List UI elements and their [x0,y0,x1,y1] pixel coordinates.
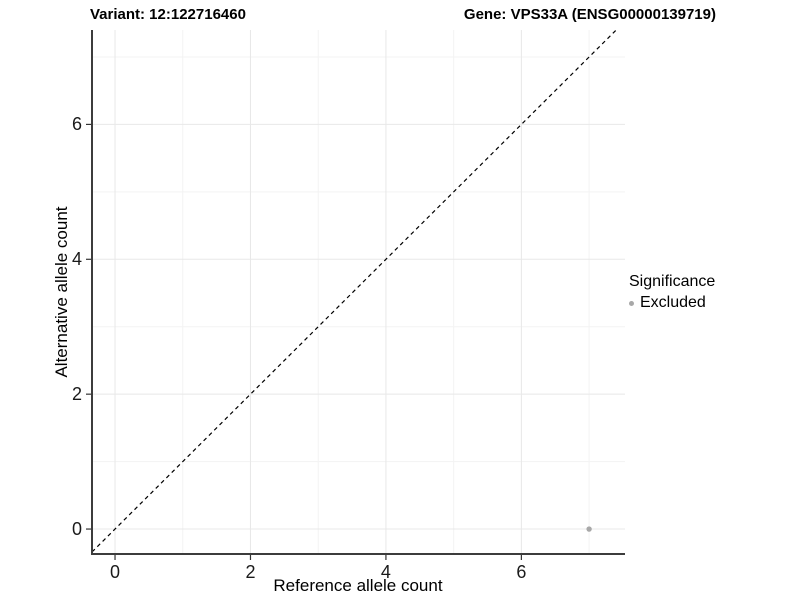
y-tick-label: 6 [71,114,82,135]
legend-item-label: Excluded [640,294,706,311]
y-tick-label: 2 [71,384,82,405]
x-tick-label: 4 [380,562,391,582]
data-point-excluded [586,526,592,532]
plot-title-gene: Gene: VPS33A (ENSG00000139719) [463,6,716,23]
y-tick-label: 4 [71,249,82,270]
legend-marker-circle-icon [629,300,634,306]
y-tick-label: 0 [71,519,82,540]
x-tick-label: 2 [245,562,256,582]
identity-line [91,29,617,553]
y-axis-title: Alternative allele count [52,206,71,378]
x-axis-title: Reference allele count [273,576,443,595]
legend: Significance Excluded [629,273,715,312]
x-tick-label: 0 [110,562,121,582]
legend-title: Significance [629,273,716,290]
legend-item-excluded: Excluded [629,294,715,312]
plot-title-variant: Variant: 12:122716460 [90,6,246,23]
x-tick-label: 6 [516,562,527,582]
